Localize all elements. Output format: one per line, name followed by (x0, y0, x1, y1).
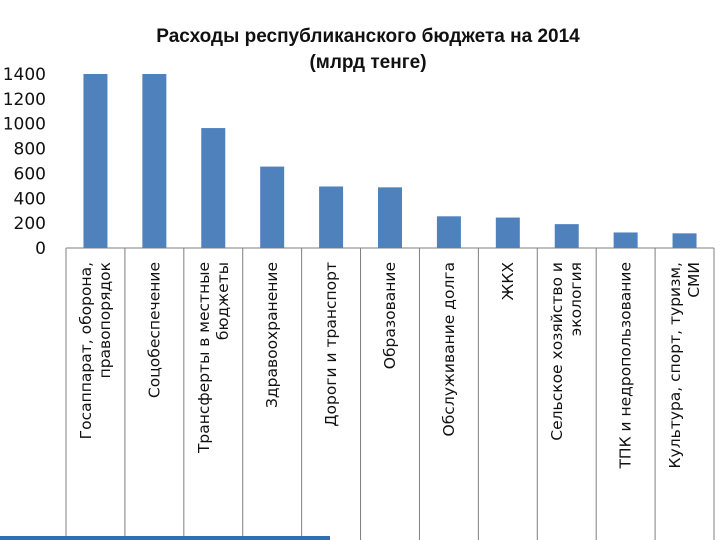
y-tick-label: 0 (35, 239, 46, 259)
bar (436, 216, 461, 248)
category-label: ЖКХ (499, 262, 517, 301)
category-label: Образование (381, 262, 399, 369)
category-label: Сельское хозяйство и (548, 262, 566, 441)
bar (613, 232, 638, 248)
category-label: Соцобеспечение (145, 262, 163, 398)
y-tick-label: 400 (14, 189, 46, 209)
bar (142, 74, 167, 248)
category-label: Культура, спорт, туризм, (666, 262, 684, 468)
y-tick-label: 600 (14, 164, 46, 184)
bar (378, 187, 402, 248)
bar (495, 217, 520, 248)
category-label: Здравоохранение (263, 262, 281, 408)
category-label: ТПК и недропользование (617, 262, 635, 470)
y-tick-label: 1400 (3, 65, 46, 85)
category-label: СМИ (685, 262, 703, 298)
bar (554, 224, 579, 248)
bar (319, 186, 344, 248)
bar (672, 233, 697, 248)
chart-title: Расходы республиканского бюджета на 2014 (156, 26, 580, 47)
y-tick-label: 1200 (3, 90, 46, 110)
y-tick-label: 800 (14, 140, 46, 160)
y-tick-label: 1000 (3, 115, 46, 135)
category-label: Обслуживание долга (440, 262, 458, 436)
category-label: Госаппарат, оборона, (77, 262, 95, 439)
category-label: Дороги и транспорт (322, 262, 340, 427)
category-label: бюджеты (214, 262, 232, 340)
bar (201, 128, 226, 248)
category-label: экология (567, 262, 585, 336)
bar (83, 74, 108, 248)
category-label: Трансферты в местные (195, 262, 213, 454)
y-tick-label: 200 (14, 214, 46, 234)
footer-accent-bar (0, 536, 330, 540)
category-label: правопорядок (96, 262, 114, 378)
bar (260, 166, 285, 248)
chart-subtitle: (млрд тенге) (309, 52, 426, 73)
